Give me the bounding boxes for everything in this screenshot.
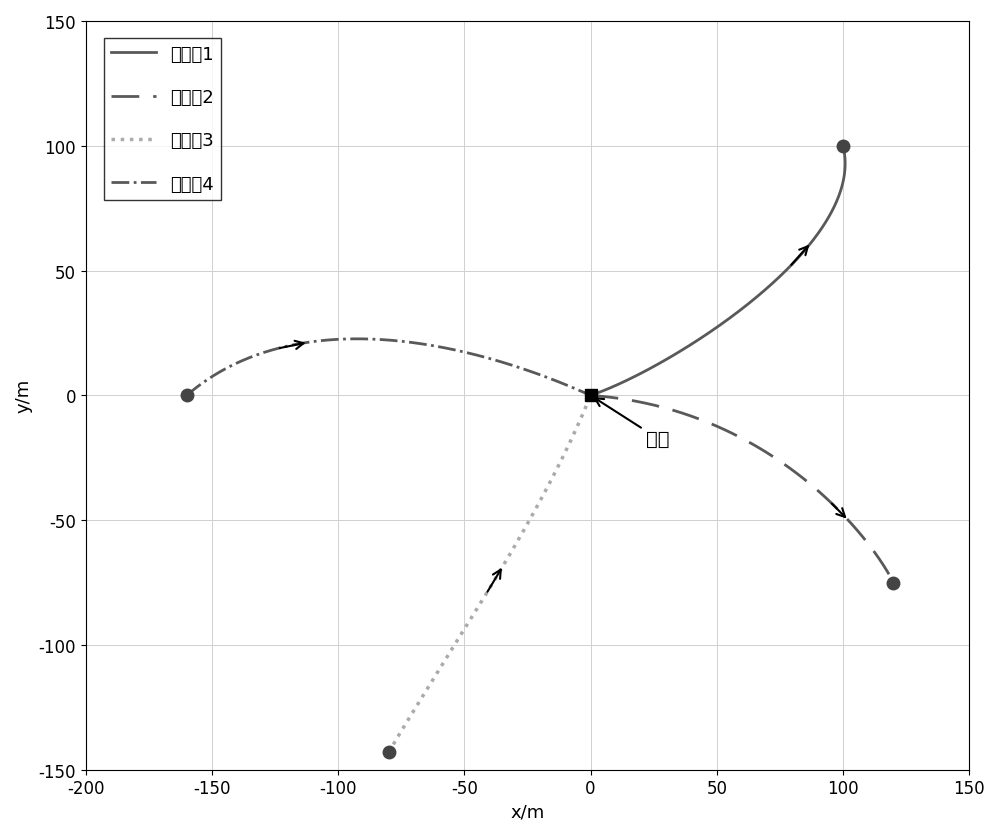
Text: 目标: 目标: [595, 399, 670, 448]
X-axis label: x/m: x/m: [510, 803, 545, 821]
Y-axis label: y/m: y/m: [15, 379, 33, 413]
Legend: 航行器1, 航行器2, 航行器3, 航行器4: 航行器1, 航行器2, 航行器3, 航行器4: [104, 38, 221, 201]
